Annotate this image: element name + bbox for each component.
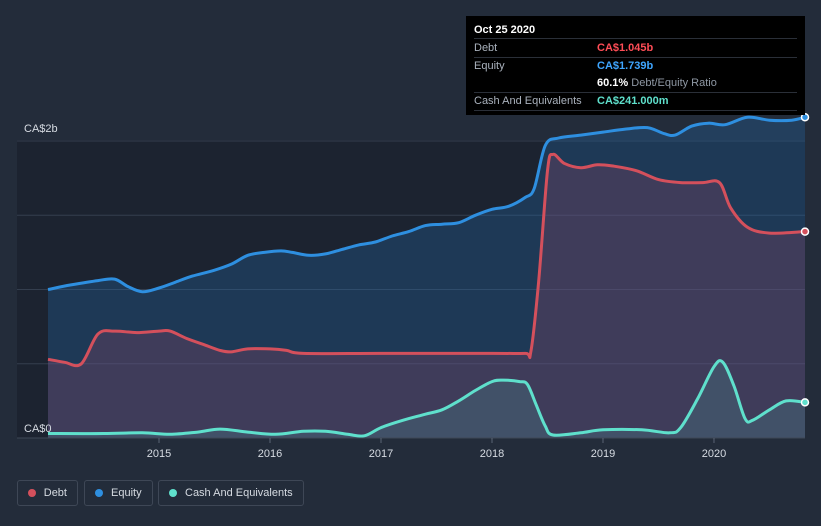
legend-cash-label: Cash And Equivalents (185, 487, 293, 499)
legend-debt-dot (28, 489, 36, 497)
tooltip-debt-value: CA$1.045b (597, 42, 654, 54)
area-cash-and-equivalents (48, 360, 805, 438)
legend-cash-dot (169, 489, 177, 497)
x-tick-label-2016: 2016 (258, 448, 282, 460)
x-tick-label-2015: 2015 (147, 448, 171, 460)
endpoint-equity (800, 112, 810, 122)
legend-equity[interactable]: Equity (84, 480, 153, 506)
area-equity (48, 117, 805, 439)
legend-debt-label: Debt (43, 487, 67, 499)
endpoint-debt (800, 227, 810, 236)
series-areas (48, 117, 805, 439)
legend-equity-dot (95, 489, 103, 497)
legend-equity-label: Equity (111, 487, 142, 499)
tooltip-equity-label: Equity (474, 60, 505, 72)
x-tick-label-2018: 2018 (480, 448, 504, 460)
area-debt (48, 154, 805, 438)
tooltip-row-debt: Debt CA$1.045b (474, 40, 797, 58)
line-equity (47, 115, 806, 294)
legend-cash[interactable]: Cash And Equivalents (158, 480, 304, 506)
tooltip-panel: Oct 25 2020 Debt CA$1.045b Equity CA$1.7… (466, 16, 805, 115)
x-axis: 2015 2016 2017 2018 2019 2020 (17, 437, 805, 460)
x-tick-label-2017: 2017 (369, 448, 393, 460)
line-debt (47, 152, 806, 368)
tooltip-ratio-value: 60.1% (597, 77, 629, 89)
line-cash-and-equivalents (47, 359, 806, 438)
tooltip-ratio-label: Debt/Equity Ratio (631, 77, 717, 89)
tooltip-row-ratio: 60.1% Debt/Equity Ratio (474, 75, 797, 93)
tooltip-cash-label: Cash And Equivalents (474, 95, 582, 107)
y-tick-label-bottom: CA$0 (24, 423, 52, 435)
tooltip-cash-value: CA$241.000m (597, 95, 669, 107)
legend-debt[interactable]: Debt (17, 480, 78, 506)
series-lines (47, 112, 810, 438)
tooltip-row-equity: Equity CA$1.739b (474, 58, 797, 75)
tooltip-date: Oct 25 2020 (474, 22, 797, 39)
x-tick-label-2020: 2020 (702, 448, 726, 460)
x-tick-label-2019: 2019 (591, 448, 615, 460)
tooltip-ratio: 60.1% Debt/Equity Ratio (597, 75, 717, 92)
endpoint-cash-and-equivalents (800, 398, 810, 407)
tooltip-debt-label: Debt (474, 42, 498, 54)
y-tick-label-top: CA$2b (24, 123, 58, 135)
tooltip-equity-value: CA$1.739b (597, 60, 654, 72)
tooltip-row-cash: Cash And Equivalents CA$241.000m (474, 93, 797, 111)
